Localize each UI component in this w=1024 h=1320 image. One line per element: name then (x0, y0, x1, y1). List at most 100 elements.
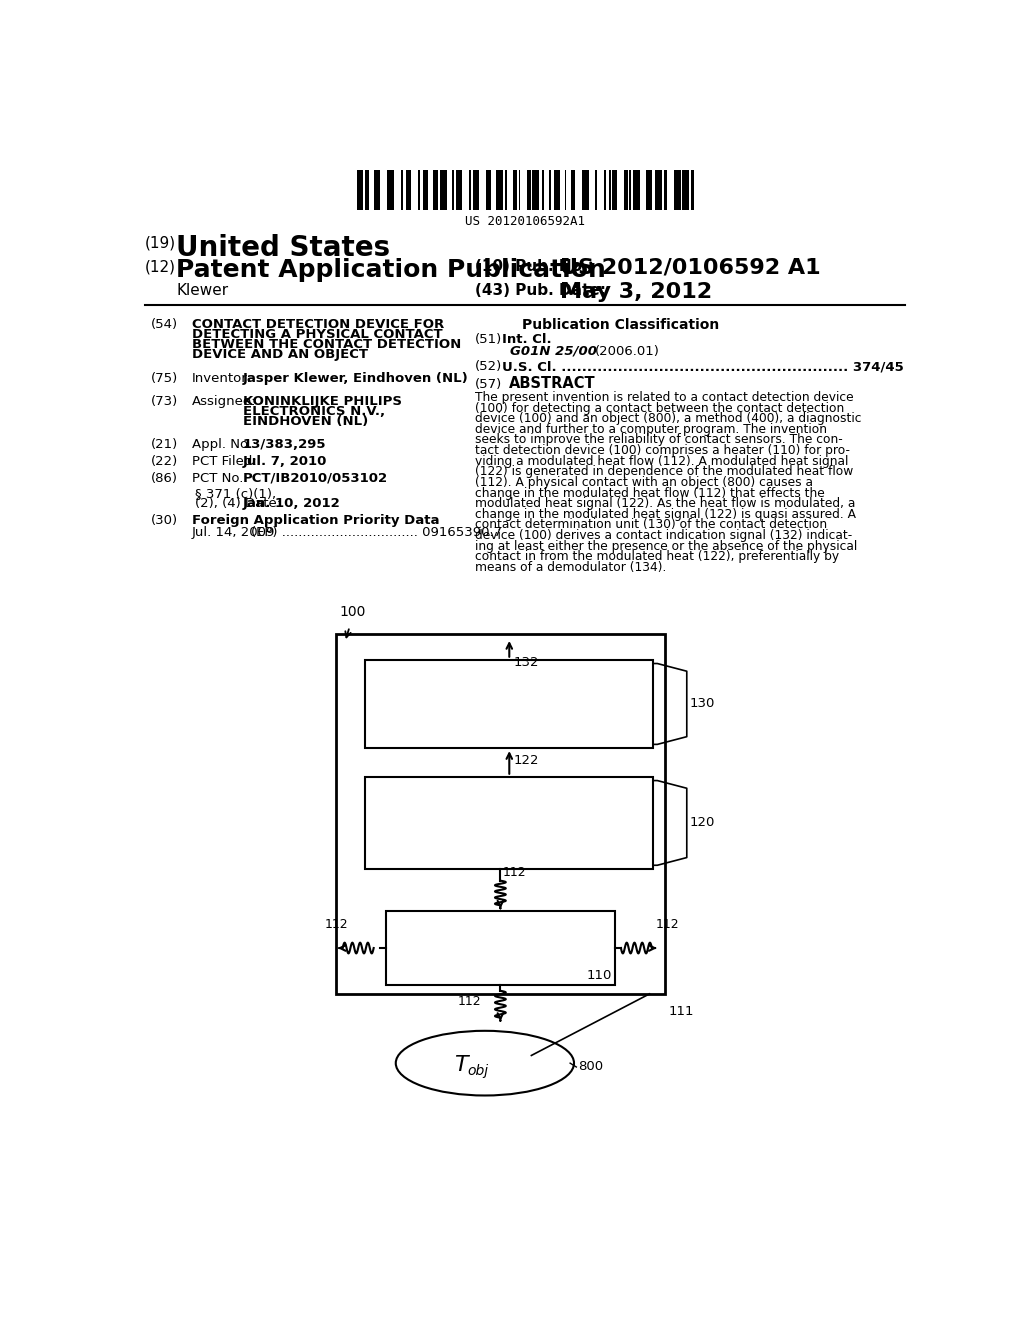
Text: 100: 100 (340, 605, 366, 619)
Bar (440, 170, 447, 210)
Text: device (100) derives a contact indication signal (132) indicat-: device (100) derives a contact indicatio… (475, 529, 852, 543)
Text: 112: 112 (458, 995, 481, 1007)
Bar (366, 776, 653, 869)
Text: The present invention is related to a contact detection device: The present invention is related to a co… (475, 391, 854, 404)
Bar (366, 170, 369, 210)
Text: means of a demodulator (134).: means of a demodulator (134). (475, 561, 667, 574)
Text: Appl. No.:: Appl. No.: (191, 438, 256, 451)
Text: United States: United States (176, 234, 390, 261)
Text: Patent Application Publication: Patent Application Publication (176, 257, 606, 281)
Bar (472, 170, 479, 210)
Text: seeks to improve the reliability of contact sensors. The con-: seeks to improve the reliability of cont… (475, 433, 843, 446)
Bar (625, 170, 628, 210)
Bar (674, 170, 681, 210)
Text: 13/383,295: 13/383,295 (243, 438, 327, 451)
Text: (122) is generated in dependence of the modulated heat flow: (122) is generated in dependence of the … (475, 466, 853, 478)
Bar (356, 170, 364, 210)
Text: device and further to a computer program. The invention: device and further to a computer program… (475, 422, 827, 436)
Text: PCT/IB2010/053102: PCT/IB2010/053102 (243, 471, 388, 484)
Bar (387, 170, 394, 210)
Text: (100) for detecting a contact between the contact detection: (100) for detecting a contact between th… (475, 401, 845, 414)
Bar (386, 911, 614, 985)
Bar (564, 170, 566, 210)
Text: 120: 120 (690, 816, 715, 829)
Text: U.S. Cl. ........................................................ 374/45: U.S. Cl. ...............................… (503, 360, 904, 374)
Text: DETECTING A PHYSICAL CONTACT: DETECTING A PHYSICAL CONTACT (191, 327, 442, 341)
Text: contact determination unit (130) of the contact detection: contact determination unit (130) of the … (475, 519, 827, 532)
Text: Jan. 10, 2012: Jan. 10, 2012 (243, 498, 340, 511)
Bar (609, 170, 610, 210)
Text: May 3, 2012: May 3, 2012 (560, 281, 713, 301)
Text: 800: 800 (578, 1060, 603, 1073)
Bar (612, 170, 617, 210)
Text: (43) Pub. Date:: (43) Pub. Date: (475, 284, 606, 298)
Bar (655, 170, 662, 210)
Text: Jul. 7, 2010: Jul. 7, 2010 (243, 455, 327, 467)
Text: 132: 132 (513, 656, 539, 669)
Bar (595, 170, 597, 210)
Bar (366, 660, 653, 748)
Bar (646, 170, 651, 210)
Text: (112). A physical contact with an object (800) causes a: (112). A physical contact with an object… (475, 477, 813, 488)
Text: (30): (30) (152, 515, 178, 527)
Bar (549, 170, 551, 210)
Text: 122: 122 (513, 755, 539, 767)
Bar (374, 170, 381, 210)
Bar (401, 170, 402, 210)
Text: 112: 112 (325, 919, 348, 931)
Text: Publication Classification: Publication Classification (521, 318, 719, 331)
Bar (604, 170, 605, 210)
Text: Assignee:: Assignee: (191, 395, 256, 408)
Text: 110: 110 (587, 969, 612, 982)
Bar (532, 170, 539, 210)
Bar (691, 170, 694, 210)
Text: contact in from the modulated heat (122), preferentially by: contact in from the modulated heat (122)… (475, 550, 840, 564)
Text: (54): (54) (152, 318, 178, 331)
Bar (513, 170, 517, 210)
Text: ELECTRONICS N.V.,: ELECTRONICS N.V., (243, 405, 385, 418)
Bar (433, 170, 438, 210)
Text: 130: 130 (690, 697, 715, 710)
Text: G01N 25/00: G01N 25/00 (510, 345, 597, 358)
Text: (12): (12) (145, 259, 176, 275)
Text: ABSTRACT: ABSTRACT (509, 376, 596, 391)
Text: change in the modulated heat signal (122) is quasi assured. A: change in the modulated heat signal (122… (475, 508, 856, 521)
Text: Jul. 14, 2009: Jul. 14, 2009 (191, 525, 274, 539)
Text: obj: obj (468, 1064, 489, 1078)
Text: KONINKLIJKE PHILIPS: KONINKLIJKE PHILIPS (243, 395, 401, 408)
Bar (423, 170, 428, 210)
Text: T: T (454, 1056, 468, 1076)
Bar (554, 170, 559, 210)
Bar (453, 170, 454, 210)
Text: (86): (86) (152, 471, 178, 484)
Bar (407, 170, 412, 210)
Text: (19): (19) (145, 235, 176, 251)
Text: Klewer: Klewer (176, 284, 228, 298)
Text: modulated heat signal (122). As the heat flow is modulated, a: modulated heat signal (122). As the heat… (475, 498, 856, 511)
Text: (EP) ................................. 09165390.7: (EP) ................................. 0… (251, 525, 503, 539)
Text: US 20120106592A1: US 20120106592A1 (465, 215, 585, 228)
Text: device (100) and an object (800), a method (400), a diagnostic: device (100) and an object (800), a meth… (475, 412, 862, 425)
Bar (527, 170, 530, 210)
Text: (10) Pub. No.:: (10) Pub. No.: (475, 259, 594, 275)
Bar (486, 170, 492, 210)
Bar (571, 170, 574, 210)
Text: PCT No.:: PCT No.: (191, 471, 248, 484)
Text: Int. Cl.: Int. Cl. (503, 333, 552, 346)
Text: Inventor:: Inventor: (191, 372, 252, 384)
Text: (52): (52) (475, 360, 503, 374)
Text: § 371 (c)(1),: § 371 (c)(1), (196, 487, 276, 500)
Bar (336, 635, 665, 994)
Bar (633, 170, 640, 210)
Bar (497, 170, 503, 210)
Text: (51): (51) (475, 333, 503, 346)
Text: 111: 111 (669, 1006, 694, 1019)
Text: (57): (57) (475, 378, 503, 391)
Text: Jasper Klewer, Eindhoven (NL): Jasper Klewer, Eindhoven (NL) (243, 372, 468, 384)
Bar (664, 170, 667, 210)
Text: viding a modulated heat flow (112). A modulated heat signal: viding a modulated heat flow (112). A mo… (475, 454, 849, 467)
Text: 112: 112 (503, 866, 526, 879)
Text: tact detection device (100) comprises a heater (110) for pro-: tact detection device (100) comprises a … (475, 444, 850, 457)
Bar (630, 170, 631, 210)
Bar (418, 170, 420, 210)
